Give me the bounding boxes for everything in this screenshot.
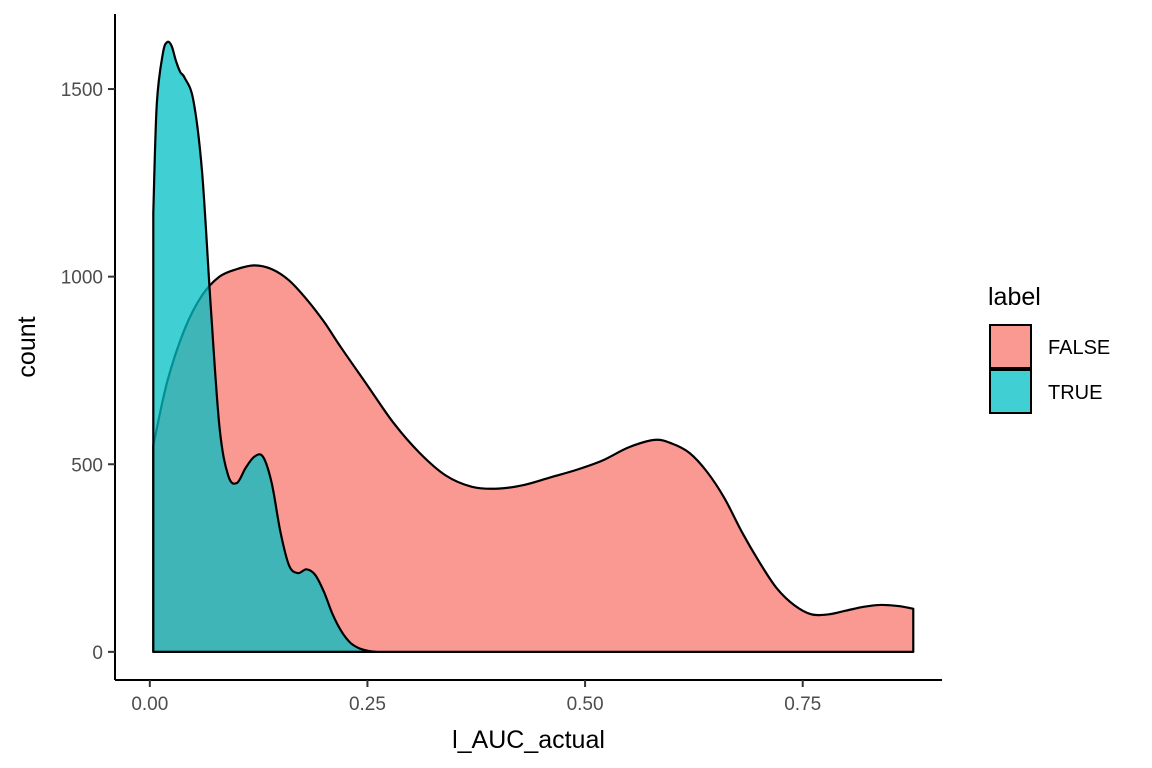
y-axis-ticks: 0 500 1000 1500 [61, 80, 115, 664]
legend-swatch-false [989, 324, 1032, 369]
x-tick-label: 0.00 [131, 694, 168, 715]
legend-label-true: TRUE [1048, 382, 1102, 404]
legend-label-false: FALSE [1048, 337, 1110, 359]
legend-swatch-true [989, 369, 1032, 414]
x-tick-label: 0.75 [784, 694, 821, 715]
legend-title: label [988, 283, 1041, 311]
x-tick-label: 0.50 [567, 694, 604, 715]
density-area-false [152, 264, 915, 653]
y-tick-label: 0 [92, 643, 103, 664]
y-tick-label: 500 [71, 455, 103, 476]
density-series-layer [152, 40, 915, 653]
axes [114, 14, 942, 681]
x-tick-label: 0.25 [349, 694, 386, 715]
y-tick-label: 1500 [61, 80, 103, 101]
legend: label FALSE TRUE [988, 283, 1110, 414]
density-area-true [152, 40, 378, 653]
y-tick-label: 1000 [61, 268, 103, 289]
x-axis-ticks: 0.00 0.25 0.50 0.75 [131, 680, 821, 715]
y-axis-title: count [13, 316, 41, 377]
x-axis-title: l_AUC_actual [452, 726, 605, 754]
legend-items: FALSE TRUE [989, 324, 1110, 414]
